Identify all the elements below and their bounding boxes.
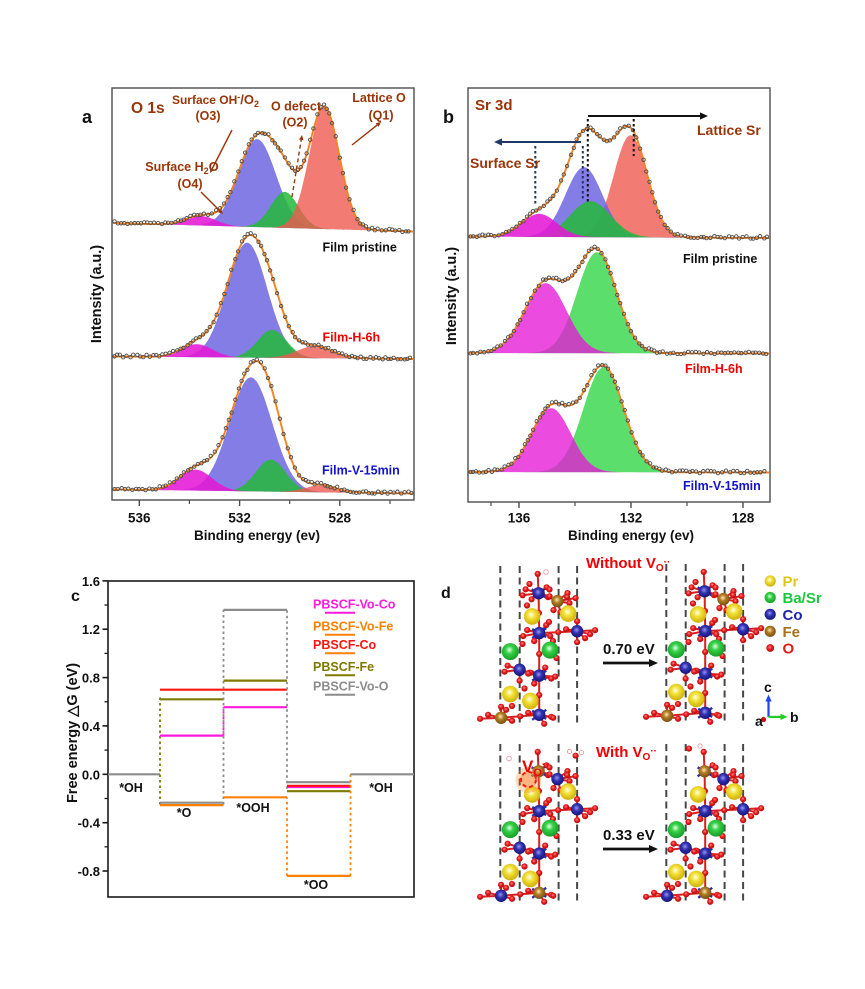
svg-text:Lattice Sr: Lattice Sr xyxy=(697,122,761,138)
svg-text:PBSCF-Co: PBSCF-Co xyxy=(313,638,377,652)
svg-text:1.2: 1.2 xyxy=(82,622,100,637)
svg-text:-0.8: -0.8 xyxy=(78,864,100,879)
svg-text:Film-H-6h: Film-H-6h xyxy=(323,331,381,345)
svg-text:Surface Sr: Surface Sr xyxy=(470,155,541,171)
svg-text:1.6: 1.6 xyxy=(82,574,100,589)
svg-text:(O2): (O2) xyxy=(283,116,308,130)
svg-text:Lattice O: Lattice O xyxy=(352,91,406,105)
svg-text:(Q1): (Q1) xyxy=(369,109,394,123)
svg-text:Intensity (a.u.): Intensity (a.u.) xyxy=(444,247,460,345)
svg-text:Surface OH-/O2: Surface OH-/O2 xyxy=(172,92,259,109)
svg-text:O: O xyxy=(783,641,795,658)
svg-text:Pr: Pr xyxy=(783,574,799,591)
svg-text:*OO: *OO xyxy=(304,878,329,892)
svg-text:Film pristine: Film pristine xyxy=(323,241,397,255)
svg-text:Sr 3d: Sr 3d xyxy=(475,97,513,114)
svg-text:PBSCF-Vo-O: PBSCF-Vo-O xyxy=(313,680,389,694)
svg-text:b: b xyxy=(790,709,799,725)
svg-text:O 1s: O 1s xyxy=(131,100,165,117)
svg-text:132: 132 xyxy=(620,511,643,526)
svg-text:*OOH: *OOH xyxy=(236,801,269,815)
svg-text:0.4: 0.4 xyxy=(82,719,101,734)
svg-text:*OH: *OH xyxy=(369,781,393,795)
svg-text:Ba/Sr: Ba/Sr xyxy=(783,590,822,607)
svg-text:136: 136 xyxy=(508,511,531,526)
svg-text:d: d xyxy=(441,585,451,602)
svg-text:Surface H2O: Surface H2O xyxy=(145,159,219,176)
svg-text:*O: *O xyxy=(177,806,192,820)
svg-text:532: 532 xyxy=(228,511,251,526)
svg-text:O defect: O defect xyxy=(271,100,322,114)
svg-text:c: c xyxy=(71,588,80,605)
svg-text:Film-V-15min: Film-V-15min xyxy=(683,479,761,493)
svg-text:-0.4: -0.4 xyxy=(78,816,101,831)
svg-text:(O4): (O4) xyxy=(178,177,203,191)
svg-text:Fe: Fe xyxy=(783,624,801,641)
svg-text:528: 528 xyxy=(329,511,352,526)
svg-text:Film-V-15min: Film-V-15min xyxy=(322,464,400,478)
svg-text:a: a xyxy=(755,713,763,729)
svg-text:Binding energy (ev): Binding energy (ev) xyxy=(568,528,694,543)
svg-text:*OH: *OH xyxy=(119,781,143,795)
svg-text:Intensity (a.u.): Intensity (a.u.) xyxy=(89,245,105,343)
svg-text:0.0: 0.0 xyxy=(82,767,100,782)
svg-text:128: 128 xyxy=(732,511,755,526)
svg-text:536: 536 xyxy=(128,511,151,526)
svg-text:With VO··: With VO·· xyxy=(596,744,657,763)
svg-text:Free energy △G (eV): Free energy △G (eV) xyxy=(65,663,81,803)
svg-text:PBSCF-Vo-Co: PBSCF-Vo-Co xyxy=(313,598,396,612)
svg-text:c: c xyxy=(764,679,772,695)
svg-text:0.70 eV: 0.70 eV xyxy=(603,641,655,658)
svg-text:0.33 eV: 0.33 eV xyxy=(603,827,655,844)
svg-text:PBSCF-Vo-Fe: PBSCF-Vo-Fe xyxy=(313,620,393,634)
svg-text:b: b xyxy=(443,107,454,127)
svg-text:PBSCF-Fe: PBSCF-Fe xyxy=(313,660,374,674)
svg-text:Without VO··: Without VO·· xyxy=(586,555,670,574)
svg-text:Co: Co xyxy=(783,607,803,624)
svg-text:Binding energy (ev): Binding energy (ev) xyxy=(194,528,320,543)
svg-text:a: a xyxy=(82,107,93,127)
svg-text:0.8: 0.8 xyxy=(82,671,100,686)
svg-text:(O3): (O3) xyxy=(196,109,221,123)
svg-text:Film-H-6h: Film-H-6h xyxy=(685,362,743,376)
svg-text:Film pristine: Film pristine xyxy=(683,252,757,266)
